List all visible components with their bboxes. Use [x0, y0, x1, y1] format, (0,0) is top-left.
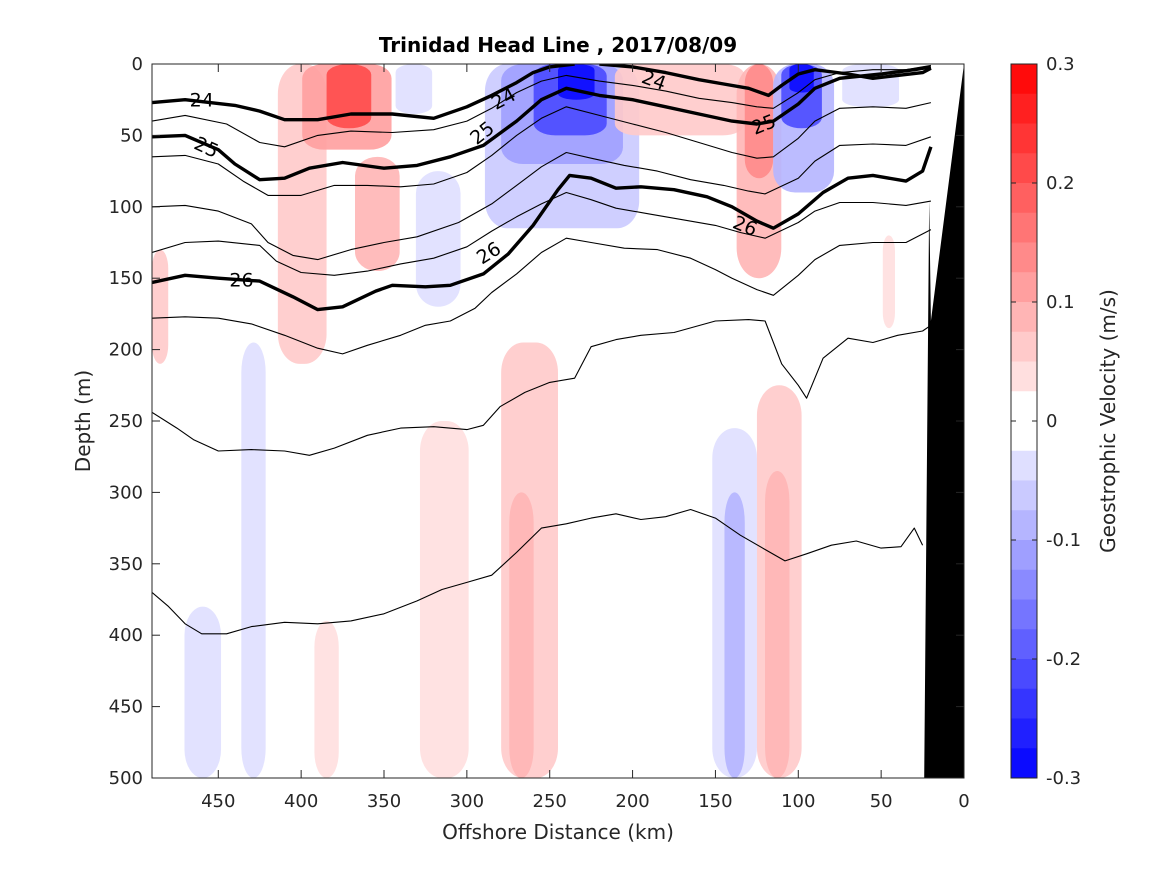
x-tick-label: 50: [870, 791, 893, 812]
isopycnal-line: [152, 229, 932, 355]
colorbar-level: [1011, 569, 1037, 600]
colorbar-level: [1011, 450, 1037, 481]
colorbar-level: [1011, 659, 1037, 690]
colorbar-title: Geostrophic Velocity (m/s): [1096, 289, 1120, 553]
contour-label-text: 24: [190, 90, 214, 112]
colorbar-level: [1011, 421, 1037, 452]
colorbar-level: [1011, 93, 1037, 124]
colorbar: 0.3 0.2 0.1 0 -0.1 -0.2 -0.3: [1010, 54, 1081, 789]
x-tick-label: 450: [201, 791, 235, 812]
x-tick-label: 400: [284, 791, 318, 812]
velocity-patch: [152, 249, 169, 364]
isopycnal-line: [152, 64, 575, 122]
y-tick-label: 150: [109, 268, 143, 289]
colorbar-level: [1011, 302, 1037, 333]
velocity-patch: [184, 606, 222, 778]
colorbar-level: [1011, 480, 1037, 511]
x-axis: 450 400 350 300 250 200 150 100 50 0: [201, 64, 970, 812]
colorbar-level: [1011, 391, 1037, 422]
y-tick-label: 300: [109, 482, 143, 503]
colorbar-level: [1011, 718, 1037, 749]
velocity-patch: [395, 64, 433, 114]
colorbar-tick-label: 0.1: [1046, 292, 1075, 313]
colorbar-level: [1011, 64, 1037, 95]
y-tick-label: 100: [109, 197, 143, 218]
contour-label: 26: [229, 270, 253, 292]
colorbar-level: [1011, 123, 1037, 154]
y-tick-label: 200: [109, 340, 143, 361]
velocity-patch: [744, 64, 774, 179]
bathymetry: [924, 64, 964, 778]
colorbar-tick-label: -0.1: [1046, 530, 1081, 551]
colorbar-level: [1011, 629, 1037, 660]
isopycnal-line: [152, 64, 931, 148]
colorbar-level: [1011, 540, 1037, 571]
y-tick-label: 50: [120, 125, 143, 146]
velocity-patch: [326, 64, 372, 129]
isopycnal-contours: [152, 64, 933, 635]
x-axis-title: Offshore Distance (km): [442, 820, 674, 844]
velocity-patch: [314, 620, 339, 778]
y-tick-label: 250: [109, 411, 143, 432]
colorbar-tick-label: -0.2: [1046, 649, 1081, 670]
isopycnal-line: [152, 146, 933, 312]
colorbar-tick-label: 0: [1046, 411, 1057, 432]
x-tick-label: 250: [533, 791, 567, 812]
velocity-patch: [355, 156, 400, 272]
isopycnal-line: [152, 102, 932, 196]
y-axis-title: Depth (m): [71, 370, 95, 472]
y-tick-label: 350: [109, 554, 143, 575]
x-tick-label: 0: [958, 791, 969, 812]
colorbar-tick-label: -0.3: [1046, 768, 1081, 789]
x-tick-label: 300: [450, 791, 484, 812]
colorbar-level: [1011, 212, 1037, 243]
y-tick-label: 400: [109, 625, 143, 646]
velocity-patch: [419, 421, 469, 778]
velocity-field: [152, 64, 900, 778]
isopycnal-line: [152, 191, 931, 276]
y-tick-label: 500: [109, 768, 143, 789]
colorbar-level: [1011, 599, 1037, 630]
colorbar-level: [1011, 153, 1037, 184]
isopycnal-line: [152, 65, 932, 182]
colorbar-level: [1011, 183, 1037, 214]
colorbar-level: [1011, 272, 1037, 303]
chart-title: Trinidad Head Line , 2017/08/09: [379, 33, 737, 57]
isopycnal-line: [152, 508, 924, 635]
velocity-patch: [724, 492, 745, 778]
y-tick-label: 450: [109, 697, 143, 718]
velocity-patch: [765, 470, 790, 778]
velocity-patch: [509, 492, 534, 778]
isopycnal-line: [152, 136, 932, 261]
x-tick-label: 200: [615, 791, 649, 812]
seafloor: [924, 64, 964, 778]
colorbar-level: [1011, 510, 1037, 541]
colorbar-level: [1011, 331, 1037, 362]
isopycnal-line: [599, 64, 932, 98]
x-tick-label: 100: [781, 791, 815, 812]
velocity-patch: [882, 235, 895, 329]
colorbar-level: [1011, 242, 1037, 273]
x-tick-label: 150: [698, 791, 732, 812]
colorbar-level: [1011, 688, 1037, 719]
x-tick-label: 350: [367, 791, 401, 812]
isopycnal-line: [152, 319, 932, 456]
colorbar-tick-label: 0.3: [1046, 54, 1075, 75]
velocity-patch: [415, 171, 461, 307]
colorbar-level: [1011, 361, 1037, 392]
colorbar-tick-label: 0.2: [1046, 173, 1075, 194]
colorbar-level: [1011, 748, 1037, 779]
y-axis: 0 50 100 150 200 250 300 350 400 450 500: [109, 54, 964, 789]
y-tick-label: 0: [132, 54, 143, 75]
velocity-patch: [241, 342, 266, 778]
contour-label-text: 26: [229, 270, 253, 292]
contour-label: 24: [190, 90, 214, 112]
